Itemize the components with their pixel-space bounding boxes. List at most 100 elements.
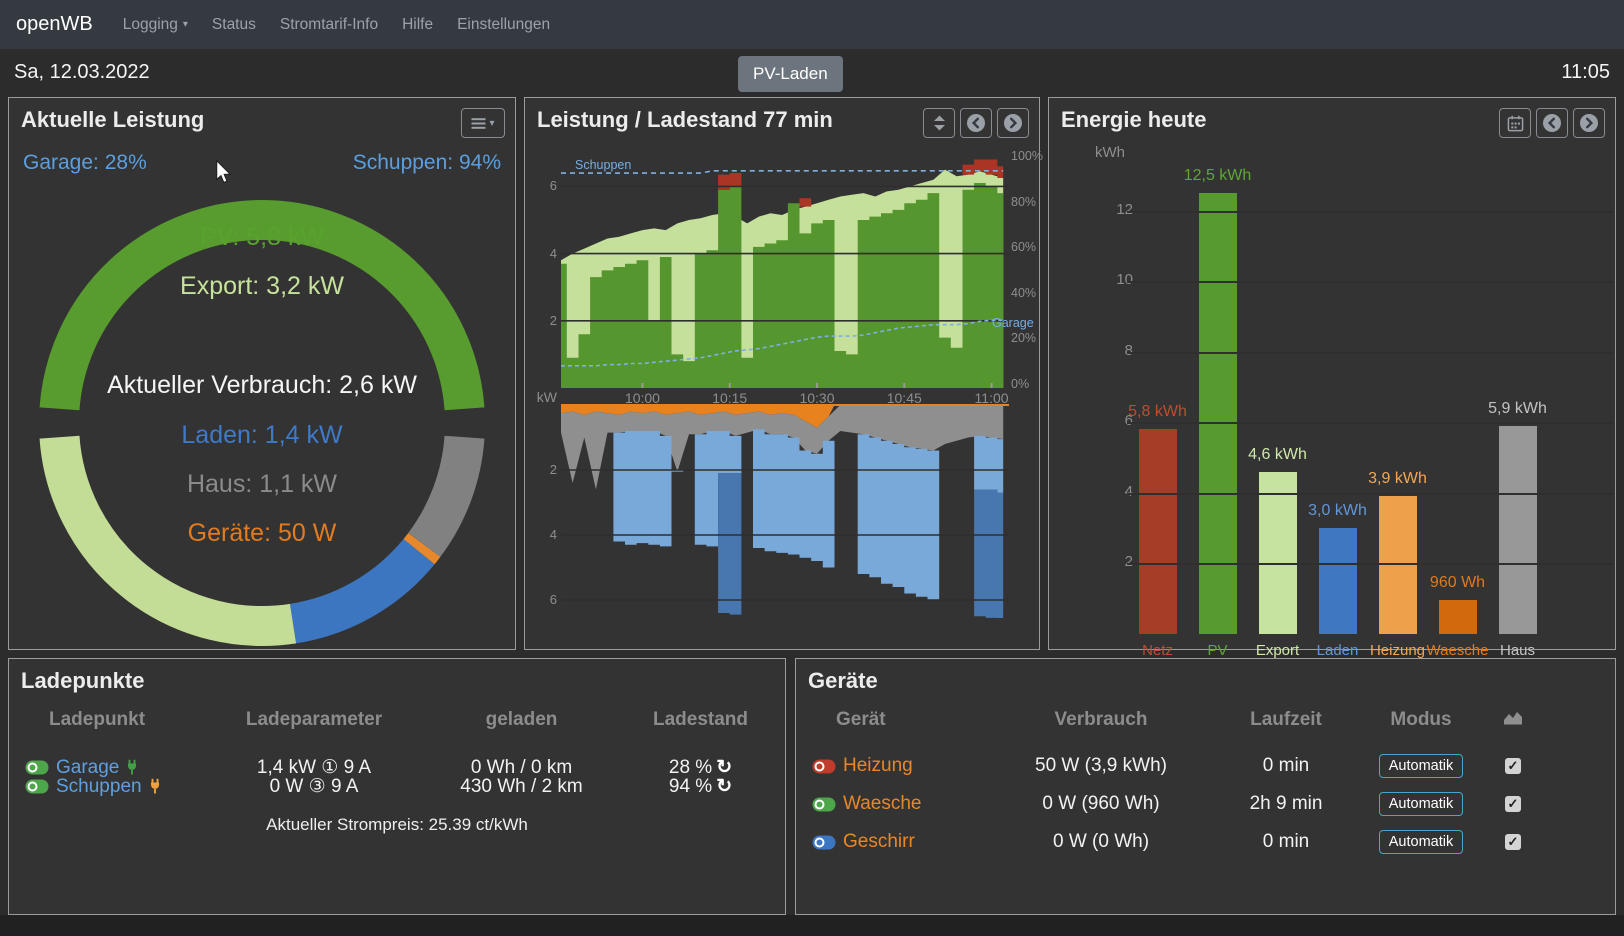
bar-pv — [1198, 193, 1237, 634]
ladeparameter-value: 1,4 kW ① 9 A — [256, 757, 372, 778]
bar-haus — [1498, 425, 1537, 634]
bar-category-label: Export — [1255, 642, 1300, 659]
toggle-on-icon[interactable] — [25, 760, 49, 775]
chevron-left-circle-icon — [1543, 114, 1561, 132]
chargepoint-name[interactable]: Garage — [56, 756, 120, 778]
series-laden-area — [613, 431, 684, 547]
panel-geraete: Geräte Gerät Verbrauch Laufzeit Modus He… — [795, 658, 1616, 915]
show-chart-checkbox[interactable]: ✓ — [1505, 834, 1521, 850]
soc-line-label-schuppen: Schuppen — [575, 158, 632, 172]
current-date: Sa, 12.03.2022 — [14, 61, 150, 83]
series-haus-area — [561, 405, 1004, 490]
modus-button[interactable]: Automatik — [1378, 830, 1464, 854]
nav-item-stromtarif-info[interactable]: Stromtarif-Info — [279, 15, 379, 33]
show-chart-checkbox[interactable]: ✓ — [1505, 796, 1521, 812]
toggle-on-icon[interactable] — [812, 835, 836, 850]
series-direct-area — [561, 183, 1004, 388]
charge-mode-button[interactable]: PV-Laden — [738, 56, 843, 92]
chevron-down-icon: ▾ — [489, 117, 495, 129]
axis-tick-label: 10:00 — [624, 390, 660, 406]
table-row-schuppen: Schuppen 0 W ③ 9 A 430 Wh / 2 km 94 % ↻ — [9, 775, 787, 797]
verbrauch-value: 0 W (0 Wh) — [1052, 831, 1150, 852]
axis-tick-label: 11:00 — [974, 390, 1009, 406]
column-header: Laufzeit — [1250, 709, 1322, 730]
axis-tick-label: 10:15 — [712, 390, 748, 406]
calendar-button[interactable] — [1499, 108, 1531, 138]
axis-tick-label: 10:45 — [886, 390, 922, 406]
donut-segment-laden — [289, 538, 435, 644]
table-row-geschirr: Geschirr 0 W (0 Wh) 0 min Automatik ✓ — [796, 823, 1550, 861]
refresh-soc-icon[interactable]: ↻ — [716, 776, 733, 797]
axis-unit-label: kWh — [1095, 144, 1125, 161]
axis-tick-label: 10 — [1116, 271, 1133, 289]
table-row-garage: Garage 1,4 kW ① 9 A 0 Wh / 0 km 28 % ↻ — [9, 756, 787, 778]
show-chart-checkbox[interactable]: ✓ — [1505, 758, 1521, 774]
series-laden-area — [857, 434, 940, 600]
chart-next-button[interactable] — [997, 108, 1029, 138]
gridline — [1127, 492, 1613, 495]
axis-tick-label: 6 — [549, 178, 557, 194]
series-netz-area — [799, 198, 812, 207]
geladen-value: 0 Wh / 0 km — [470, 756, 573, 778]
app-brand[interactable]: openWB — [16, 13, 93, 35]
mouse-cursor-icon — [213, 159, 233, 189]
gridline — [1127, 351, 1613, 354]
axis-tick-label: 4 — [549, 245, 557, 261]
schuppen-soc-text: Schuppen: 94% — [352, 151, 501, 174]
refresh-soc-icon[interactable]: ↻ — [716, 757, 733, 778]
axis-tick-label: 6 — [549, 592, 557, 607]
bar-netz — [1138, 429, 1177, 634]
power-soc-chart — [561, 159, 1009, 388]
series-laden2-area — [974, 489, 1004, 618]
bar-value-label: 4,6 kWh — [1248, 445, 1307, 463]
nav-item-hilfe[interactable]: Hilfe — [402, 15, 434, 33]
toggle-off-icon[interactable] — [812, 759, 836, 774]
soc-line-garage — [561, 319, 1004, 367]
chart-area-icon[interactable] — [1503, 710, 1523, 726]
axis-tick-label: 100% — [1011, 149, 1043, 163]
bar-category-label: Netz — [1142, 642, 1173, 659]
modus-button[interactable]: Automatik — [1378, 792, 1464, 816]
ladepunkte-header-row: Ladepunkt Ladeparameter geladen Ladestan… — [9, 709, 787, 731]
nav-item-logging[interactable]: Logging ▾ — [122, 15, 188, 33]
bar-value-label: 960 Wh — [1429, 574, 1486, 592]
energy-next-button[interactable] — [1573, 108, 1605, 138]
chargepoint-name[interactable]: Schuppen — [56, 775, 142, 797]
series-laden-area — [974, 435, 1004, 493]
nav-item-einstellungen[interactable]: Einstellungen — [457, 15, 551, 33]
axis-tick-label: 4 — [549, 527, 557, 542]
resize-chart-button[interactable] — [923, 108, 955, 138]
panel-aktuelle-leistung: Aktuelle Leistung ▾ Garage: 28% Schuppen… — [8, 97, 516, 650]
verbrauch-value: 50 W (3,9 kWh) — [1035, 755, 1167, 776]
donut-segment-export — [39, 435, 297, 646]
chart-prev-button[interactable] — [960, 108, 992, 138]
bar-value-label: 5,8 kWh — [1128, 403, 1187, 421]
axis-tick-label: 6 — [1124, 412, 1133, 430]
toggle-on-icon[interactable] — [25, 779, 49, 794]
plug-icon — [128, 759, 137, 775]
device-name[interactable]: Geschirr — [843, 831, 915, 852]
series-laden-area — [694, 431, 742, 547]
donut-menu-button[interactable]: ▾ — [461, 108, 505, 138]
panel-title-energie-heute: Energie heute — [1061, 107, 1207, 132]
donut-label-geraete: Geräte: 50 W — [187, 519, 337, 547]
bar-category-label: Waesche — [1426, 642, 1489, 659]
device-name[interactable]: Heizung — [843, 755, 913, 776]
strompreis-text: Aktueller Strompreis: 25.39 ct/kWh — [266, 815, 528, 834]
modus-button[interactable]: Automatik — [1378, 754, 1464, 778]
column-header: Ladestand — [652, 709, 749, 730]
toggle-on-icon[interactable] — [812, 797, 836, 812]
axis-tick-label: 2 — [1124, 553, 1133, 571]
donut-label-laden: Laden: 1,4 kW — [181, 421, 343, 449]
energy-prev-button[interactable] — [1536, 108, 1568, 138]
panel-title-leistung-ladestand: Leistung / Ladestand 77 min — [537, 107, 833, 132]
device-name[interactable]: Waesche — [843, 793, 922, 814]
column-header: geladen — [485, 709, 558, 730]
axis-tick-label: 20% — [1011, 331, 1037, 346]
footer-bar — [0, 915, 1624, 936]
bar-laden — [1318, 528, 1357, 634]
donut-segment-geräte — [403, 532, 441, 565]
bar-category-label: Laden — [1316, 642, 1359, 659]
nav-item-status[interactable]: Status — [211, 15, 256, 33]
geraete-header-row: Gerät Verbrauch Laufzeit Modus — [796, 709, 1550, 731]
